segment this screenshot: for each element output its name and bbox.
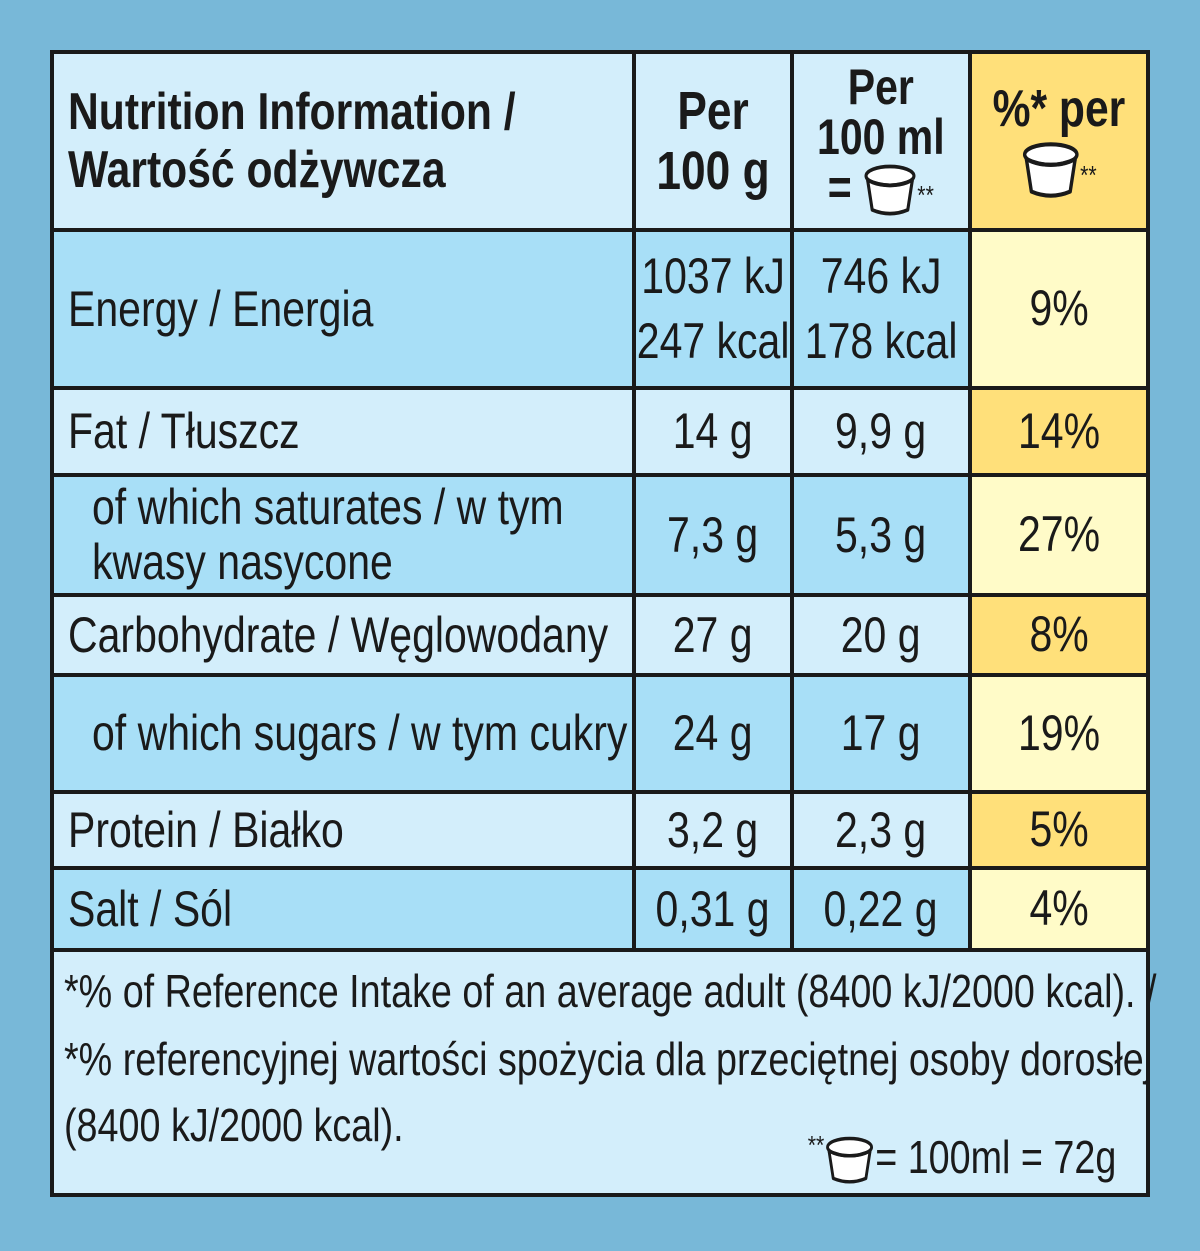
- row-saturates-per-100g: 7,3 g: [636, 477, 790, 593]
- header-ri-percent: %* per **: [972, 54, 1146, 228]
- value-per-100ml: 2,3 g: [835, 801, 927, 858]
- value-ri-percent: 8%: [1029, 606, 1089, 663]
- double-asterisk: **: [917, 180, 935, 211]
- value-ri-percent: 4%: [1029, 880, 1089, 937]
- row-label: Fat / Tłuszcz: [68, 403, 300, 459]
- double-asterisk: **: [807, 1130, 824, 1160]
- row-protein-label-cell: Protein / Białko: [54, 794, 632, 866]
- row-protein-per-100ml: 2,3 g: [794, 794, 968, 866]
- value-ri-percent: 27%: [1017, 506, 1101, 563]
- row-carbohydrate-per-100ml: 20 g: [794, 597, 968, 673]
- ice-cream-tub-icon: [1021, 140, 1080, 202]
- row-label: of which sugars / w tym cukry: [92, 705, 628, 761]
- row-fat-ri: 14%: [972, 390, 1146, 473]
- row-label: Protein / Białko: [68, 801, 344, 858]
- row-energy-label-cell: Energy / Energia: [54, 232, 632, 386]
- row-salt-label-cell: Salt / Sól: [54, 870, 632, 948]
- value-per-100g: 7,3 g: [667, 506, 759, 563]
- row-fat-label-cell: Fat / Tłuszcz: [54, 390, 632, 473]
- footnote-line2: *% referencyjnej wartości spożycia dla p…: [64, 1033, 1153, 1085]
- header-title-cell: Nutrition Information / Wartość odżywcza: [54, 54, 632, 228]
- value-per-100ml: 746 kJ: [820, 248, 942, 304]
- row-sugars-per-100ml: 17 g: [794, 677, 968, 790]
- value-ri-percent: 19%: [1017, 704, 1101, 761]
- header-per-100g: Per 100 g: [636, 54, 790, 228]
- row-salt-per-100g: 0,31 g: [636, 870, 790, 948]
- ice-cream-tub-icon: [824, 1135, 875, 1187]
- header-title-line2: Wartość odżywcza: [68, 141, 446, 199]
- nutrition-table: Nutrition Information / Wartość odżywcza …: [50, 50, 1156, 1197]
- row-label: of which saturates / w tym: [92, 479, 564, 535]
- row-label: Energy / Energia: [68, 280, 374, 337]
- footnote: *% of Reference Intake of an average adu…: [54, 952, 1156, 1193]
- value-per-100ml: 5,3 g: [835, 506, 927, 563]
- header-per-100ml: Per 100 ml = **: [794, 54, 968, 228]
- row-fat-per-100ml: 9,9 g: [794, 390, 968, 473]
- equals-sign: =: [827, 159, 852, 216]
- row-energy-per-100ml: 746 kJ 178 kcal: [794, 232, 968, 386]
- value-ri-percent: 5%: [1029, 801, 1089, 858]
- row-energy-ri: 9%: [972, 232, 1146, 386]
- row-sugars-per-100g: 24 g: [636, 677, 790, 790]
- row-protein-ri: 5%: [972, 794, 1146, 866]
- header-per-label: Per: [677, 80, 749, 141]
- row-energy-per-100g: 1037 kJ 247 kcal: [636, 232, 790, 386]
- ice-cream-tub-icon: [863, 162, 917, 220]
- row-saturates-label-cell: of which saturates / w tym kwasy nasycone: [54, 477, 632, 593]
- value-per-100ml-kcal: 178 kcal: [804, 313, 958, 369]
- value-per-100g-kcal: 247 kcal: [636, 313, 790, 369]
- header-title-line1: Nutrition Information /: [68, 82, 516, 141]
- row-salt-per-100ml: 0,22 g: [794, 870, 968, 948]
- row-label: Carbohydrate / Węglowodany: [68, 606, 609, 663]
- row-sugars-ri: 19%: [972, 677, 1146, 790]
- double-asterisk: **: [1080, 160, 1097, 191]
- row-label: Salt / Sól: [68, 880, 233, 937]
- portion-note: ** = 100ml = 72g: [807, 1130, 1116, 1187]
- value-per-100g: 0,31 g: [655, 880, 770, 937]
- value-per-100g: 27 g: [673, 606, 753, 663]
- value-per-100g: 3,2 g: [667, 801, 759, 858]
- value-ri-percent: 14%: [1017, 402, 1101, 459]
- value-per-100g: 14 g: [673, 403, 753, 459]
- portion-value: = 100ml = 72g: [874, 1131, 1116, 1183]
- value-per-100ml: 17 g: [841, 705, 921, 761]
- footnote-line3: (8400 kJ/2000 kcal).: [64, 1099, 404, 1151]
- row-carbohydrate-ri: 8%: [972, 597, 1146, 673]
- value-per-100g: 1037 kJ: [641, 248, 785, 304]
- row-saturates-ri: 27%: [972, 477, 1146, 593]
- value-per-100ml: 0,22 g: [823, 880, 938, 937]
- footnote-line1: *% of Reference Intake of an average adu…: [64, 965, 1157, 1017]
- header-100g-label: 100 g: [656, 141, 770, 201]
- value-per-100g: 24 g: [673, 705, 753, 761]
- row-fat-per-100g: 14 g: [636, 390, 790, 473]
- header-100ml-label: 100 ml: [817, 109, 945, 165]
- value-ri-percent: 9%: [1029, 280, 1089, 337]
- row-protein-per-100g: 3,2 g: [636, 794, 790, 866]
- header-per-label: Per: [847, 59, 915, 115]
- row-salt-ri: 4%: [972, 870, 1146, 948]
- row-sugars-label-cell: of which sugars / w tym cukry: [54, 677, 632, 790]
- value-per-100ml: 9,9 g: [835, 403, 927, 459]
- row-carbohydrate-label-cell: Carbohydrate / Węglowodany: [54, 597, 632, 673]
- value-per-100ml: 20 g: [841, 606, 921, 663]
- row-carbohydrate-per-100g: 27 g: [636, 597, 790, 673]
- row-saturates-per-100ml: 5,3 g: [794, 477, 968, 593]
- row-label-continued: kwasy nasycone: [92, 534, 393, 590]
- header-ri-label: %* per: [992, 80, 1126, 139]
